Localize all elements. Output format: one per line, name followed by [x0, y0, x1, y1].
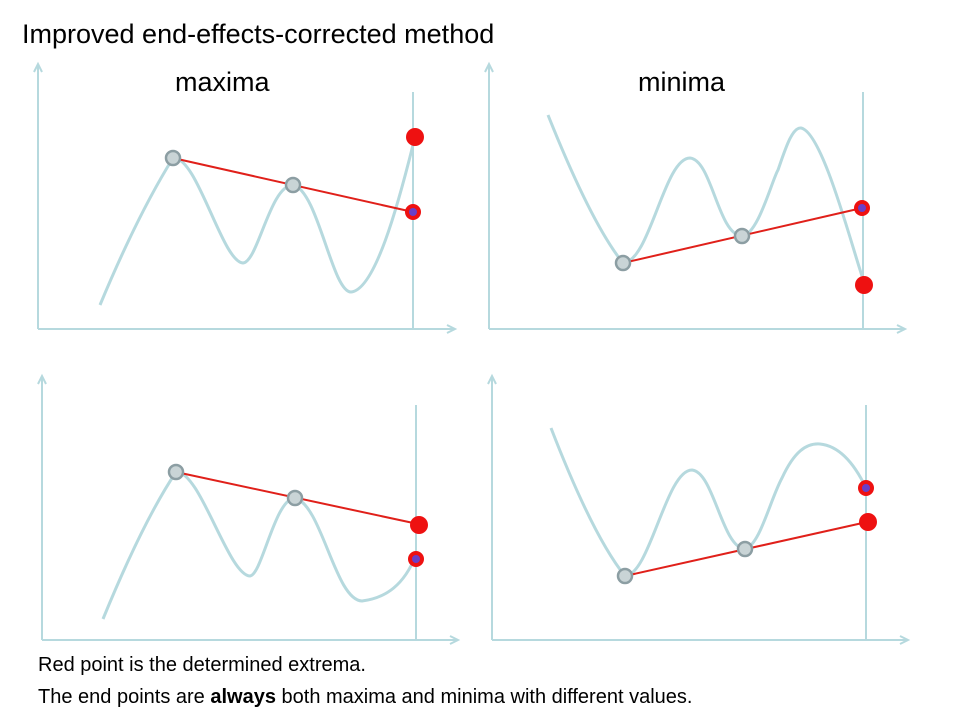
caption-line-2-end: both maxima and minima with different va…: [275, 686, 693, 708]
x-axis: [899, 635, 911, 645]
extremum-point: [286, 489, 304, 507]
extremum-point: [733, 227, 751, 245]
signal-curve: [101, 470, 418, 620]
x-axis: [449, 635, 461, 645]
panel-maxima-bottom: [37, 373, 461, 645]
end-marker-center: [858, 204, 866, 212]
caption-emphasis: always: [210, 686, 276, 708]
panel-minima-top: [484, 61, 908, 334]
extremum-point: [616, 567, 634, 585]
end-marker-center: [412, 555, 420, 563]
panel-minima-bottom: [487, 373, 911, 645]
caption-line-2: The end points are always both maxima an…: [38, 684, 692, 710]
extremum-point: [736, 540, 754, 558]
signal-curve: [549, 427, 868, 578]
caption-line-1: Red point is the determined extrema.: [38, 654, 366, 676]
extremum-point: [284, 176, 302, 194]
maxima-column-label: maxima: [175, 67, 270, 97]
signal-curve: [98, 144, 415, 306]
caption-line-2-start: The end points are: [38, 686, 211, 708]
end-point: [855, 276, 873, 294]
determined-end-point: [859, 513, 877, 531]
end-marker-center: [862, 484, 870, 492]
extremum-point: [614, 254, 632, 272]
determined-end-point: [410, 516, 428, 534]
end-marker-center: [409, 208, 417, 216]
extremum-point: [167, 463, 185, 481]
minima-column-label: minima: [638, 67, 726, 97]
signal-curve: [546, 114, 864, 277]
x-axis: [446, 324, 458, 334]
slide-title: Improved end-effects-corrected method: [22, 19, 495, 49]
extremum-point: [164, 149, 182, 167]
x-axis: [896, 324, 908, 334]
end-point: [406, 128, 424, 146]
panel-maxima-top: [33, 61, 458, 334]
